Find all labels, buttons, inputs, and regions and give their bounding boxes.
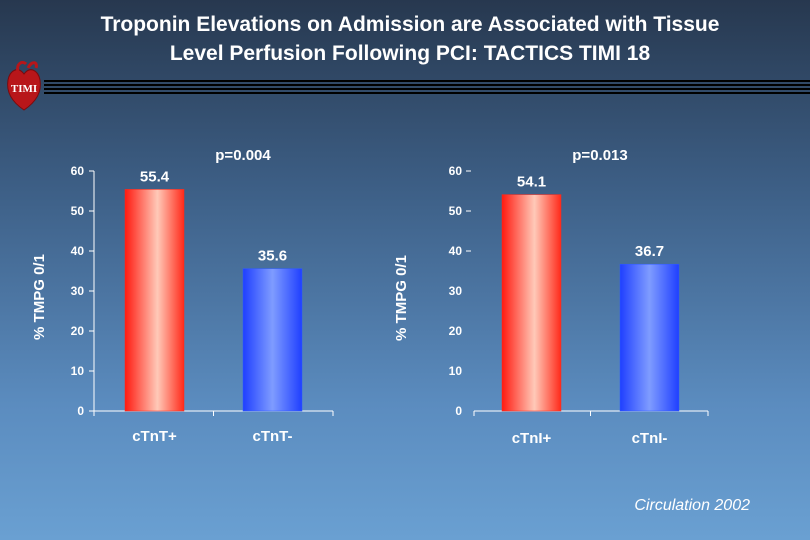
y-axis-label: % TMPG 0/1 bbox=[393, 255, 410, 341]
y-tick-label: 10 bbox=[71, 364, 85, 378]
data-label: 36.7 bbox=[635, 243, 664, 260]
p-value-annotation: p=0.013 bbox=[572, 147, 627, 164]
y-tick-label: 60 bbox=[449, 164, 463, 178]
y-tick-label: 10 bbox=[449, 364, 463, 378]
category-label: cTnI+ bbox=[512, 430, 552, 447]
y-tick-label: 50 bbox=[449, 204, 463, 218]
title-rule bbox=[44, 80, 810, 94]
y-tick-label: 0 bbox=[455, 404, 462, 418]
citation: Circulation 2002 bbox=[634, 497, 750, 514]
data-label: 54.1 bbox=[517, 174, 546, 191]
category-label: cTnI- bbox=[632, 430, 668, 447]
title-line-2: Level Perfusion Following PCI: TACTICS T… bbox=[169, 42, 651, 65]
y-tick-label: 60 bbox=[71, 164, 85, 178]
bar-cTnI+ bbox=[501, 194, 562, 412]
y-tick-label: 40 bbox=[71, 244, 85, 258]
y-tick-label: 30 bbox=[449, 284, 463, 298]
category-label: cTnT+ bbox=[132, 428, 177, 445]
timi-logo-icon: TIMI bbox=[7, 60, 41, 111]
y-tick-label: 0 bbox=[77, 404, 84, 418]
slide-title: Troponin Elevations on Admission are Ass… bbox=[40, 10, 780, 68]
y-tick-label: 40 bbox=[449, 244, 463, 258]
logo-text: TIMI bbox=[11, 83, 37, 95]
bar-cTnT+ bbox=[124, 189, 185, 412]
bar-cTnI- bbox=[619, 263, 680, 412]
data-label: 35.6 bbox=[258, 248, 287, 265]
y-tick-label: 30 bbox=[71, 284, 85, 298]
y-tick-label: 20 bbox=[449, 324, 463, 338]
title-line-1: Troponin Elevations on Admission are Ass… bbox=[100, 13, 720, 36]
bar-cTnT- bbox=[242, 268, 303, 412]
p-value-annotation: p=0.004 bbox=[215, 147, 271, 164]
data-label: 55.4 bbox=[140, 168, 170, 185]
category-label: cTnT- bbox=[253, 428, 293, 445]
chart-troponin-i: 0 10 20 30 40 50 60 54.1 cTnI+ 36.7 cTnI-p=0.013 % … bbox=[393, 147, 709, 447]
y-axis-label: % TMPG 0/1 bbox=[31, 254, 48, 340]
y-tick-label: 50 bbox=[71, 204, 85, 218]
y-tick-label: 20 bbox=[71, 324, 85, 338]
chart-troponin-t: 0 10 20 30 40 50 60 55.4 cTnT+ 35.6 cTnT-p=0.004 % … bbox=[31, 147, 334, 445]
